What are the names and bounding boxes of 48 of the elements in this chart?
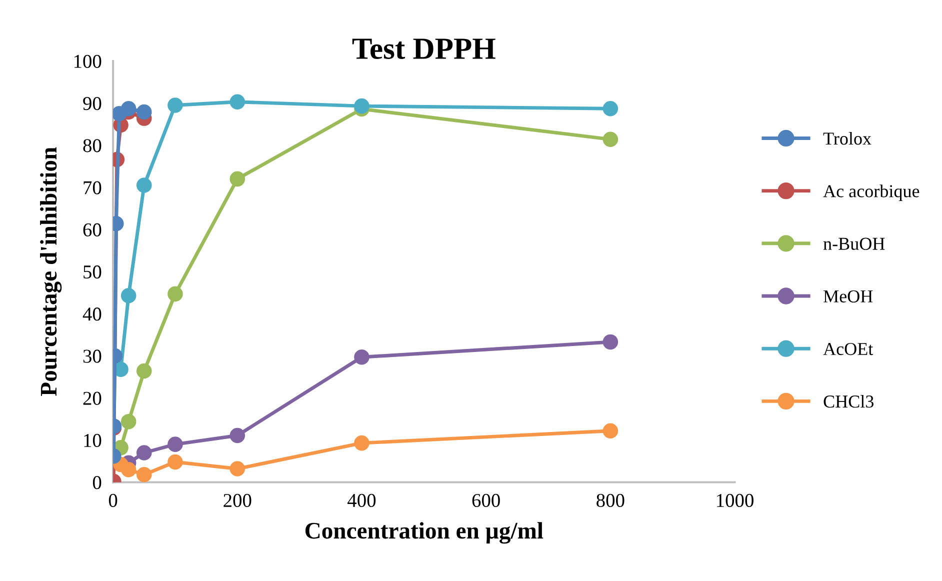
point [136, 178, 152, 193]
y-tick-label: 30 [83, 350, 102, 363]
x-tick-label: 0 [108, 494, 118, 508]
point [136, 467, 152, 482]
y-axis-title: Pourcentage d'inhibition [40, 147, 62, 396]
y-tick-label: 10 [84, 434, 102, 448]
point [230, 428, 246, 444]
legend-label: MeOH [824, 290, 873, 302]
point [230, 94, 246, 110]
y-tick-label: 20 [83, 392, 102, 405]
point [168, 98, 183, 113]
point [354, 98, 370, 114]
x-tick-label: 1000 [717, 494, 754, 508]
point [120, 462, 136, 478]
y-tick-label: 0 [92, 476, 102, 490]
point [602, 100, 618, 116]
point [168, 454, 183, 470]
x-tick-label: 400 [348, 494, 376, 508]
legend-label: Trolox [823, 132, 872, 145]
point [168, 286, 183, 302]
y-tick-label: 90 [83, 96, 102, 110]
point [120, 288, 136, 304]
legend-label: Ac acorbique [823, 184, 920, 201]
y-tick-label: 70 [84, 181, 102, 194]
x-axis-title: Concentration en µg/ml [305, 522, 544, 544]
legend-label: n-BuOH [823, 238, 885, 250]
x-tick-label: 200 [224, 494, 252, 508]
y-tick-label: 60 [83, 223, 102, 236]
point [230, 461, 246, 476]
point [168, 436, 183, 452]
point [354, 435, 370, 451]
legend-label: AcOEt [823, 342, 874, 356]
x-tick-label: 600 [472, 494, 500, 508]
point [230, 171, 246, 187]
point [602, 334, 618, 350]
y-tick-label: 50 [84, 265, 102, 279]
chart-title: Test DPPH [352, 38, 496, 60]
point [136, 445, 152, 460]
legend-label: CHCl3 [824, 394, 874, 408]
point [354, 349, 370, 365]
y-tick-label: 40 [82, 308, 102, 321]
point [602, 132, 618, 147]
point [136, 363, 152, 379]
y-tick-label: 80 [83, 139, 102, 152]
point [602, 423, 618, 438]
x-tick-label: 800 [596, 494, 624, 508]
y-tick-label: 100 [74, 54, 102, 68]
point [120, 414, 136, 430]
